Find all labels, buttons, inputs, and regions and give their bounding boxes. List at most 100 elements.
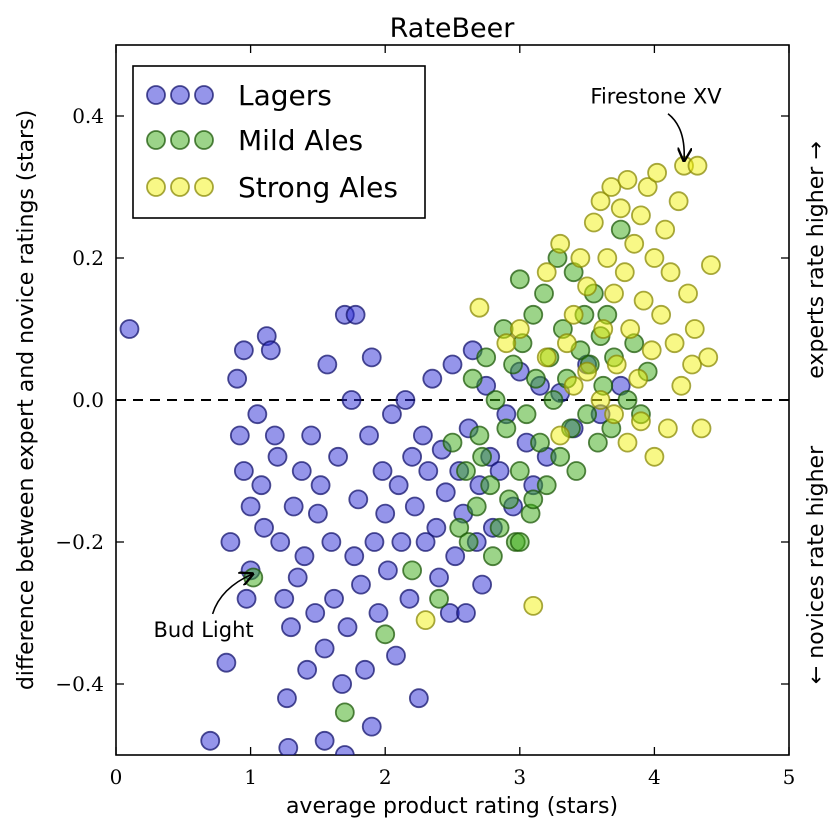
point-lagers	[435, 482, 456, 503]
point-strong-ales	[577, 276, 597, 297]
y-tick-label: 0.0	[72, 388, 104, 412]
point-strong-ales	[617, 169, 638, 190]
point-lagers	[317, 354, 338, 375]
point-strong-ales	[523, 596, 544, 616]
point-mild-ales	[530, 432, 550, 453]
point-strong-ales	[563, 375, 584, 396]
point-lagers	[408, 688, 429, 709]
point-mild-ales	[526, 368, 546, 389]
point-lagers	[364, 532, 385, 552]
point-lagers	[341, 390, 362, 410]
x-tick-label: 0	[110, 765, 123, 789]
point-mild-ales	[503, 354, 523, 375]
point-strong-ales	[631, 411, 651, 432]
series-strong-ales	[415, 155, 721, 630]
point-lagers	[404, 496, 425, 517]
point-strong-ales	[604, 283, 624, 304]
point-mild-ales	[462, 368, 483, 389]
point-strong-ales	[671, 375, 692, 396]
point-strong-ales	[415, 610, 436, 630]
point-lagers	[233, 461, 254, 481]
point-strong-ales	[590, 390, 611, 410]
point-lagers	[445, 546, 466, 567]
point-lagers	[240, 496, 261, 517]
point-strong-ales	[614, 262, 635, 283]
y-axis-label: difference between expert and novice rat…	[14, 110, 39, 690]
point-strong-ales	[628, 368, 649, 389]
point-strong-ales	[644, 248, 665, 268]
legend-label-lagers: Lagers	[238, 79, 332, 112]
point-strong-ales	[469, 297, 490, 318]
point-strong-ales	[687, 155, 708, 176]
point-mild-ales	[509, 532, 530, 552]
point-lagers	[227, 368, 248, 389]
point-mild-ales	[610, 219, 631, 240]
point-mild-ales	[472, 446, 493, 467]
point-mild-ales	[469, 425, 490, 446]
annotation-arrow-firestone-xv	[667, 113, 684, 161]
point-lagers	[418, 461, 439, 481]
point-strong-ales	[536, 347, 557, 368]
point-strong-ales	[678, 283, 698, 304]
point-strong-ales	[655, 219, 676, 240]
point-lagers	[314, 638, 335, 659]
point-lagers	[233, 340, 254, 361]
point-strong-ales	[660, 262, 681, 283]
annotation-firestone-xv: Firestone XV	[590, 85, 722, 109]
point-mild-ales	[577, 404, 597, 425]
point-lagers	[386, 645, 406, 666]
point-strong-ales	[624, 233, 645, 254]
point-strong-ales	[570, 248, 591, 268]
point-strong-ales	[657, 418, 678, 439]
point-lagers	[277, 688, 297, 709]
legend-marker-mild-ales	[194, 130, 214, 150]
point-strong-ales	[651, 304, 672, 325]
annotation-bud-light: Bud Light	[154, 618, 254, 642]
point-lagers	[337, 617, 358, 638]
chart-title: RateBeer	[390, 13, 516, 44]
legend-marker-strong-ales	[146, 177, 166, 197]
point-mild-ales	[489, 517, 510, 538]
ticks-group: 0 1 2 3 4 5 −0.4 −0.2 0.0 0.2 0.4	[55, 45, 795, 789]
point-strong-ales	[590, 191, 611, 212]
point-strong-ales	[610, 198, 631, 219]
point-lagers	[307, 503, 328, 524]
x-tick-label: 2	[379, 765, 392, 789]
point-lagers	[305, 603, 326, 623]
point-lagers	[472, 574, 493, 595]
point-mild-ales	[334, 702, 355, 723]
point-lagers	[281, 617, 301, 638]
point-mild-ales	[243, 567, 264, 588]
point-mild-ales	[550, 446, 571, 467]
point-lagers	[442, 354, 463, 375]
legend-marker-strong-ales	[194, 177, 214, 197]
x-tick-label: 4	[648, 765, 661, 789]
annotations-group: Firestone XV Bud Light	[154, 85, 723, 642]
point-lagers	[388, 475, 409, 496]
novices-rate-higher-label: ← novices rate higher	[804, 445, 829, 684]
point-lagers	[301, 425, 322, 446]
point-strong-ales	[637, 177, 658, 197]
points-group	[119, 155, 721, 755]
point-mild-ales	[523, 304, 544, 325]
point-lagers	[375, 503, 396, 524]
point-strong-ales	[641, 340, 662, 361]
point-lagers	[355, 659, 375, 680]
point-lagers	[382, 404, 402, 425]
point-strong-ales	[583, 212, 604, 233]
point-mild-ales	[458, 532, 479, 552]
point-lagers	[344, 546, 365, 567]
point-strong-ales	[684, 319, 705, 339]
point-lagers	[251, 475, 272, 496]
point-lagers	[287, 567, 308, 588]
point-strong-ales	[631, 205, 651, 226]
point-lagers	[345, 304, 366, 325]
point-lagers	[220, 532, 241, 552]
point-strong-ales	[647, 162, 667, 183]
point-strong-ales	[536, 262, 557, 283]
point-mild-ales	[499, 489, 519, 510]
legend-marker-strong-ales	[170, 177, 190, 197]
x-tick-label: 3	[513, 765, 526, 789]
point-lagers	[422, 368, 443, 389]
